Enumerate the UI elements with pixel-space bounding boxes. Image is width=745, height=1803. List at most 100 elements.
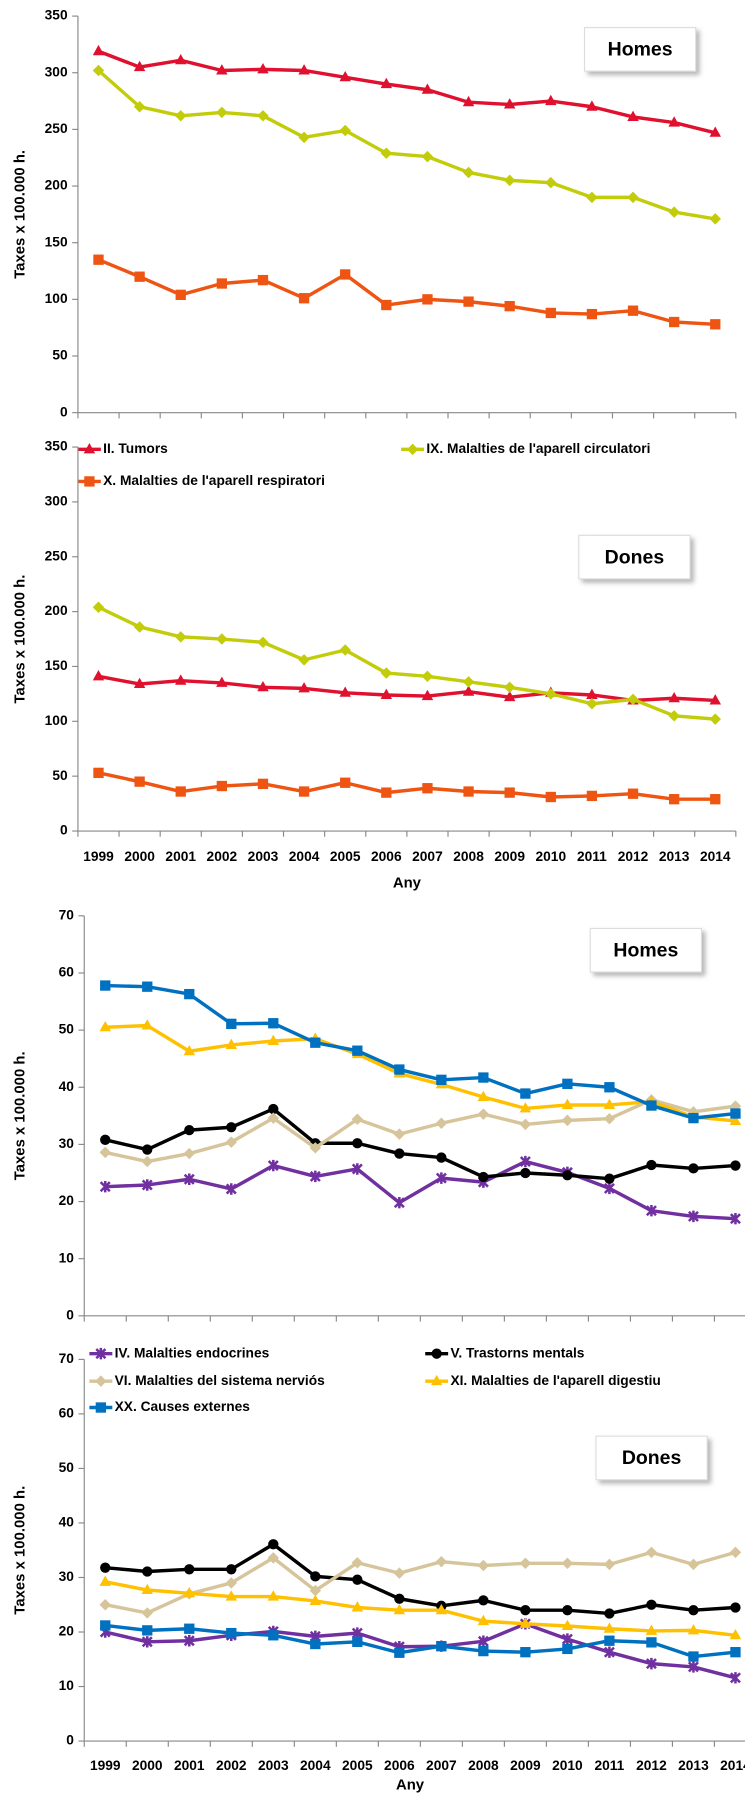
marker — [257, 680, 269, 692]
marker — [380, 688, 393, 699]
marker — [92, 670, 105, 681]
marker — [430, 1374, 443, 1386]
marker — [183, 1586, 196, 1598]
marker — [133, 101, 146, 113]
marker — [216, 780, 228, 792]
x-tick-label: 2012 — [636, 1758, 667, 1773]
marker — [709, 213, 722, 225]
marker — [352, 1045, 363, 1056]
y-tick-label: 70 — [59, 1351, 75, 1366]
y-tick-label: 100 — [45, 713, 68, 728]
x-tick-label: 1999 — [83, 849, 114, 864]
y-tick-label: 50 — [52, 348, 68, 363]
marker — [668, 794, 680, 805]
marker — [729, 1546, 742, 1559]
marker — [339, 70, 351, 82]
marker — [561, 1114, 574, 1127]
marker — [141, 1636, 153, 1648]
legend-label: XI. Malalties de l'aparell digestiu — [450, 1373, 660, 1388]
marker — [351, 1601, 364, 1612]
marker — [175, 110, 187, 122]
marker — [298, 682, 310, 693]
marker — [478, 1171, 489, 1183]
x-tick-label: 2010 — [536, 849, 567, 864]
series-line — [105, 1542, 736, 1616]
marker — [225, 1590, 238, 1601]
x-tick-label: 2010 — [552, 1758, 583, 1773]
marker — [184, 988, 195, 1000]
marker — [462, 676, 475, 688]
y-tick-label: 250 — [45, 121, 68, 136]
marker — [133, 621, 146, 633]
marker — [645, 1546, 658, 1559]
x-tick-label: 2003 — [258, 1758, 289, 1773]
x-tick-label: 2012 — [618, 849, 649, 864]
x-tick-label: 2008 — [453, 849, 484, 864]
marker — [380, 77, 393, 89]
y-tick-label: 250 — [45, 548, 68, 563]
y-tick-label: 200 — [45, 603, 68, 618]
marker — [503, 690, 516, 702]
marker — [604, 1635, 615, 1646]
marker — [267, 1034, 280, 1045]
marker — [99, 1599, 111, 1611]
marker — [406, 443, 419, 456]
y-tick-label: 150 — [45, 658, 68, 673]
marker — [183, 1173, 195, 1185]
marker — [100, 1562, 111, 1573]
marker — [668, 710, 680, 722]
title-box — [589, 927, 703, 973]
marker — [175, 631, 187, 643]
marker — [503, 98, 516, 109]
x-tick-label: 2007 — [426, 1758, 457, 1773]
marker — [298, 131, 310, 144]
marker — [142, 981, 153, 992]
marker — [431, 1348, 442, 1359]
marker — [436, 1641, 447, 1652]
legend-label: VI. Malalties del sistema nerviós — [115, 1373, 326, 1388]
marker — [709, 713, 722, 725]
marker — [339, 644, 351, 656]
marker — [267, 1590, 280, 1601]
x-tick-label: 2001 — [174, 1758, 205, 1773]
marker — [545, 94, 557, 106]
marker — [225, 1183, 237, 1195]
marker — [268, 1539, 279, 1550]
marker — [394, 1064, 405, 1075]
y-tick-label: 20 — [59, 1624, 75, 1639]
y-axis-label: Taxes x 100.000 h. — [13, 150, 29, 279]
marker — [435, 1555, 448, 1568]
marker — [710, 319, 721, 330]
y-axis-label: Taxes x 100.000 h. — [13, 1051, 29, 1180]
marker — [216, 676, 228, 687]
marker — [604, 1608, 615, 1619]
marker — [175, 674, 187, 685]
x-tick-label: 2002 — [216, 1758, 247, 1773]
marker — [668, 206, 680, 218]
marker — [381, 787, 392, 798]
marker — [561, 1619, 574, 1631]
series-line — [97, 258, 716, 327]
marker — [561, 1098, 574, 1109]
marker — [477, 1559, 490, 1572]
x-tick-label: 1999 — [90, 1758, 121, 1773]
marker — [520, 1605, 531, 1616]
title-box — [578, 534, 691, 580]
series-line — [104, 1622, 736, 1680]
marker — [298, 293, 310, 304]
marker — [586, 308, 598, 320]
marker — [688, 1163, 699, 1174]
marker — [478, 1645, 489, 1657]
marker — [729, 1114, 742, 1125]
marker — [627, 788, 639, 799]
marker — [141, 1583, 153, 1595]
marker — [226, 1018, 237, 1029]
marker — [226, 1627, 237, 1639]
marker — [175, 786, 186, 797]
legend-label: II. Tumors — [103, 441, 168, 456]
marker — [627, 191, 639, 204]
x-axis-label: Any — [396, 1778, 425, 1794]
marker — [520, 1647, 531, 1658]
x-tick-label: 2009 — [494, 849, 525, 864]
